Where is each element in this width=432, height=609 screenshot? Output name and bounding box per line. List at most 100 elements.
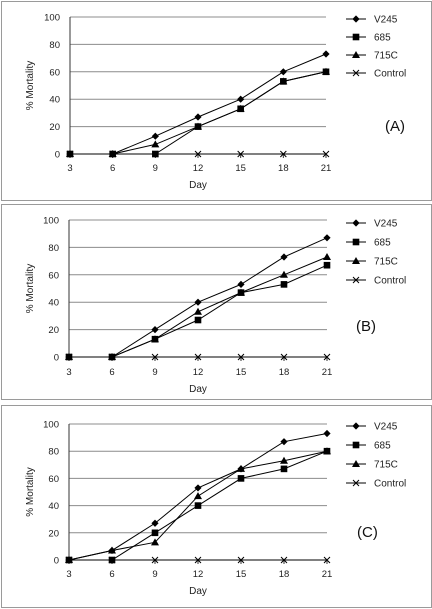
legend-label: 715C xyxy=(374,51,398,62)
y-tick-label: 80 xyxy=(48,243,59,254)
y-tick-label: 20 xyxy=(48,528,59,539)
legend-marker-triangle xyxy=(352,51,360,58)
data-point-triangle xyxy=(108,546,116,554)
x-tick-label: 3 xyxy=(67,163,72,174)
data-point-x xyxy=(65,353,73,361)
legend-label: 685 xyxy=(374,441,391,452)
data-point-triangle xyxy=(151,538,159,546)
y-tick-label: 20 xyxy=(49,122,60,133)
y-tick-label: 100 xyxy=(43,216,59,227)
data-point-triangle xyxy=(236,104,245,112)
legend-label: Control xyxy=(374,69,406,80)
legend: V245 685 715C Control xyxy=(346,422,406,490)
data-point-diamond xyxy=(279,68,287,76)
x-tick-label: 6 xyxy=(109,367,114,378)
data-point-x xyxy=(108,556,116,564)
x-tick-label: 18 xyxy=(279,367,290,378)
legend-marker-diamond xyxy=(352,219,360,227)
data-point-x xyxy=(279,150,287,158)
data-point-x xyxy=(280,556,288,564)
data-point-x xyxy=(237,150,245,158)
y-tick-label: 40 xyxy=(48,298,59,309)
panel-label: (A) xyxy=(385,118,405,135)
y-tick-label: 0 xyxy=(55,150,60,161)
legend: V245 685 715C Control xyxy=(346,219,406,287)
data-point-x xyxy=(237,556,245,564)
y-tick-label: 0 xyxy=(54,353,59,364)
data-point-triangle xyxy=(280,456,288,464)
series-Control xyxy=(65,353,331,361)
data-point-triangle xyxy=(279,77,288,85)
data-point-diamond xyxy=(151,132,159,140)
data-point-diamond xyxy=(237,280,245,288)
series-715C xyxy=(65,447,331,563)
x-tick-label: 3 xyxy=(66,367,71,378)
y-tick-label: 80 xyxy=(49,40,60,51)
x-tick-label: 12 xyxy=(193,163,204,174)
legend-marker-x xyxy=(352,276,360,284)
y-tick-label: 0 xyxy=(54,556,59,567)
x-tick-label: 21 xyxy=(322,569,333,580)
panel-3: 0 20 40 60 80 100 3 6 9 12 15 18 21 Day % Mortality V24… xyxy=(1,405,432,608)
y-tick-label: 100 xyxy=(44,13,60,24)
panel-label: (C) xyxy=(357,524,378,541)
legend-label: 715C xyxy=(374,257,398,268)
legend-label: 715C xyxy=(374,460,398,471)
data-point-triangle xyxy=(194,492,202,500)
data-point-triangle xyxy=(280,270,288,278)
x-tick-label: 3 xyxy=(66,569,71,580)
legend-marker-square xyxy=(352,238,360,246)
data-point-x xyxy=(109,150,117,158)
data-point-square xyxy=(151,529,159,537)
x-tick-label: 6 xyxy=(110,163,115,174)
legend-marker-x xyxy=(352,69,360,77)
legend-marker-triangle xyxy=(352,460,360,467)
data-point-x xyxy=(237,353,245,361)
legend-marker-x xyxy=(352,479,360,487)
x-tick-label: 9 xyxy=(152,367,157,378)
data-point-diamond xyxy=(151,519,159,527)
data-point-triangle xyxy=(322,67,330,75)
x-tick-label: 21 xyxy=(321,163,332,174)
legend-marker-square xyxy=(352,441,360,449)
data-point-triangle xyxy=(323,447,331,455)
y-tick-label: 40 xyxy=(49,95,60,106)
data-point-x xyxy=(323,556,331,564)
legend-marker-diamond xyxy=(352,422,360,430)
data-point-square xyxy=(194,316,202,324)
x-tick-label: 18 xyxy=(279,569,290,580)
data-point-triangle xyxy=(237,464,245,472)
legend-label: 685 xyxy=(374,238,391,249)
data-point-diamond xyxy=(322,50,330,58)
data-point-triangle xyxy=(151,140,160,148)
data-point-x xyxy=(194,353,202,361)
x-tick-label: 18 xyxy=(278,163,289,174)
legend-label: V245 xyxy=(374,422,398,433)
legend-label: V245 xyxy=(374,15,398,26)
data-point-triangle xyxy=(323,252,331,260)
panel-1: 0 20 40 60 80 100 3 6 9 12 15 18 21 Day % Mortality V24… xyxy=(1,1,432,201)
y-axis-title: % Mortality xyxy=(25,467,36,516)
data-point-x xyxy=(151,353,159,361)
data-point-x xyxy=(280,353,288,361)
data-point-x xyxy=(151,556,159,564)
panel-frame xyxy=(1,405,432,608)
y-tick-label: 100 xyxy=(43,420,59,431)
legend: V245 685 715C Control xyxy=(346,15,406,80)
data-point-diamond xyxy=(237,95,245,103)
y-axis-title: % Mortality xyxy=(25,61,36,110)
data-point-x xyxy=(194,556,202,564)
y-tick-label: 80 xyxy=(48,447,59,458)
x-tick-label: 15 xyxy=(235,163,246,174)
data-point-square xyxy=(237,475,245,482)
x-tick-label: 15 xyxy=(236,569,247,580)
y-axis-title: % Mortality xyxy=(25,264,36,313)
legend-marker-square xyxy=(352,33,360,41)
legend-marker-triangle xyxy=(352,257,360,264)
data-point-x xyxy=(65,556,73,564)
x-axis-title: Day xyxy=(189,180,207,191)
legend-label: Control xyxy=(374,276,406,287)
data-point-x xyxy=(151,150,159,158)
data-point-square xyxy=(323,261,331,269)
